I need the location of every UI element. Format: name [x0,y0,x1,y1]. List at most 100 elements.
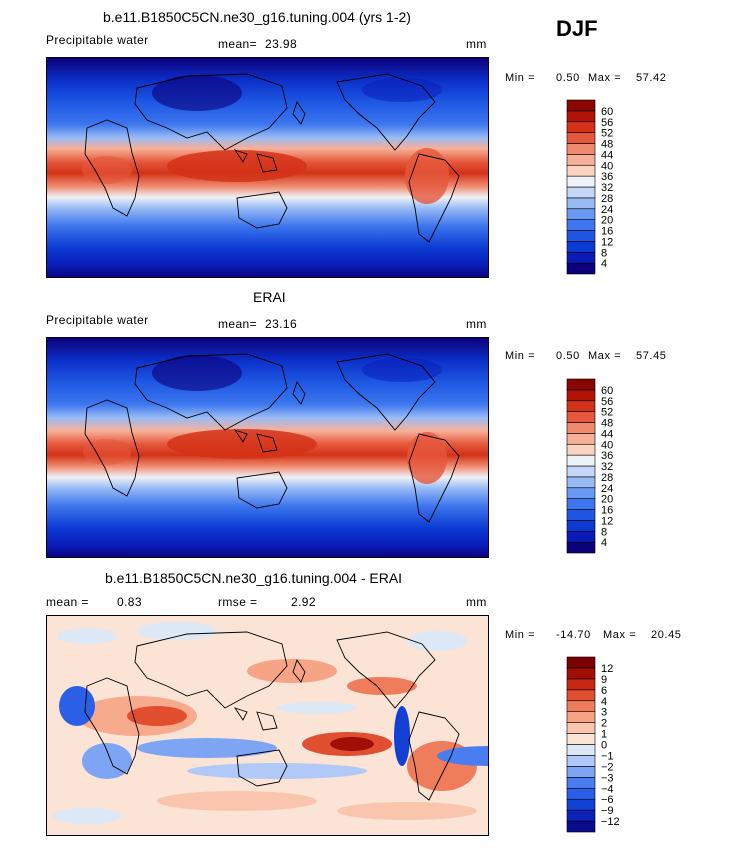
colorbar-box [566,389,596,402]
colorbar-box [566,798,596,811]
colorbar-box [566,787,596,800]
colorbar-box [566,656,596,669]
colorbar-box [566,733,596,745]
colorbar-tick-label: 9 [601,674,607,686]
panel-model-mean-value: 23.98 [265,37,298,51]
pw-africa-moist [83,439,131,465]
colorbar-tick-label: 1 [601,729,607,741]
colorbar-box [566,262,596,275]
colorbar-tick-label: 32 [601,182,613,194]
panel-model-title: b.e11.B1850C5CN.ne30_g16.tuning.004 (yrs… [103,9,411,25]
panel-obs-units: mm [466,317,487,331]
colorbar-tick-label: 56 [601,117,613,129]
colorbar-box [566,454,596,467]
panel-diff-mean-value: 0.83 [117,595,142,609]
coastlines [84,353,460,523]
panel-model-min-label: Min = [505,72,536,84]
panel-obs-map [46,337,489,558]
colorbar-tick-label: −1 [601,750,614,762]
colorbar-tick-label: −9 [601,805,614,817]
panel-diff-units: mm [466,595,487,609]
colorbar-box [566,99,596,112]
panel-diff-colorbar: −12 −9 −6 −4 −3 −2 −1 0 1 2 3 4 6 9 12 [566,656,620,833]
colorbar-tick-label: 28 [601,472,613,484]
colorbar-tick-label: 4 [601,537,607,549]
season-label: DJF [556,16,598,41]
colorbar-tick-label: 20 [601,494,613,506]
colorbar-tick-label: 40 [601,160,613,172]
colorbar-tick-label: 8 [601,247,607,259]
colorbar-box [566,219,596,231]
panel-model-map-svg [47,58,488,277]
panel-model-map [46,57,489,278]
pw-africa-moist [82,156,132,184]
colorbar-box [566,766,596,778]
colorbar-box [566,498,596,510]
colorbar-tick-label: 0 [601,740,607,752]
panel-model-units: mm [466,37,487,51]
colorbar-box [566,186,596,199]
colorbar-box [566,755,596,767]
panel-diff-max-label: Max = [603,629,637,641]
panel-model-variable: Precipitable water [46,33,149,47]
colorbar-tick-label: 32 [601,461,613,473]
colorbar-box [566,132,596,144]
colorbar-box [566,530,596,543]
pw-amazon-moist [407,432,447,484]
colorbar-tick-label: 4 [601,258,607,270]
panel-model-max-label: Max = [588,72,622,84]
colorbar-tick-label: 52 [601,407,613,419]
colorbar-box [566,230,596,242]
colorbar-tick-label: 16 [601,226,613,238]
pw-asia-dry [152,75,242,111]
colorbar-tick-label: 12 [601,236,613,248]
panel-model-mean-label: mean= [218,37,258,51]
colorbar-tick-label: 20 [601,215,613,227]
colorbar-tick-label: 16 [601,505,613,517]
colorbar-tick-label: 12 [601,515,613,527]
colorbar-box [566,164,596,177]
colorbar-tick-label: 36 [601,450,613,462]
colorbar-tick-label: 52 [601,128,613,140]
panel-obs-max-value: 57.45 [636,350,667,362]
colorbar-box [566,443,596,456]
colorbar-box [566,433,596,445]
diff-anomalies [52,622,488,824]
colorbar-tick-label: 4 [601,696,607,708]
colorbar-box [566,711,596,723]
colorbar-box [566,689,596,702]
colorbar-tick-label: −3 [601,772,614,784]
colorbar-box [566,678,596,691]
panel-obs-mean-value: 23.16 [265,317,298,331]
pw-namerica-dry [362,358,442,382]
colorbar-box [566,541,596,554]
panel-diff-map [46,615,489,836]
colorbar-tick-label: 44 [601,428,613,440]
colorbar-box [566,509,596,521]
colorbar-tick-label: −6 [601,794,614,806]
colorbar-box [566,820,596,833]
panel-diff-rmse-label: rmse = [218,595,258,609]
panel-obs-min-label: Min = [505,350,536,362]
colorbar-box [566,251,596,264]
panel-diff-min-value: -14.70 [556,629,591,641]
colorbar-box [566,411,596,423]
colorbar-tick-label: 2 [601,718,607,730]
colorbar-tick-label: −4 [601,783,614,795]
panel-diff-title: b.e11.B1850C5CN.ne30_g16.tuning.004 - ER… [105,570,403,586]
panel-obs-title: ERAI [253,289,286,305]
colorbar-tick-label: 3 [601,707,607,719]
colorbar-tick-label: 48 [601,418,613,430]
panel-diff-rmse-value: 2.92 [291,595,316,609]
panel-obs-max-label: Max = [588,350,622,362]
panel-model-min-value: 0.50 [556,72,580,84]
colorbar-tick-label: 6 [601,685,607,697]
colorbar-box [566,422,596,434]
colorbar-box [566,241,596,253]
colorbar-tick-label: −12 [601,816,620,828]
pw-asia-dry [152,355,242,391]
pw-warm-pool [167,429,317,459]
